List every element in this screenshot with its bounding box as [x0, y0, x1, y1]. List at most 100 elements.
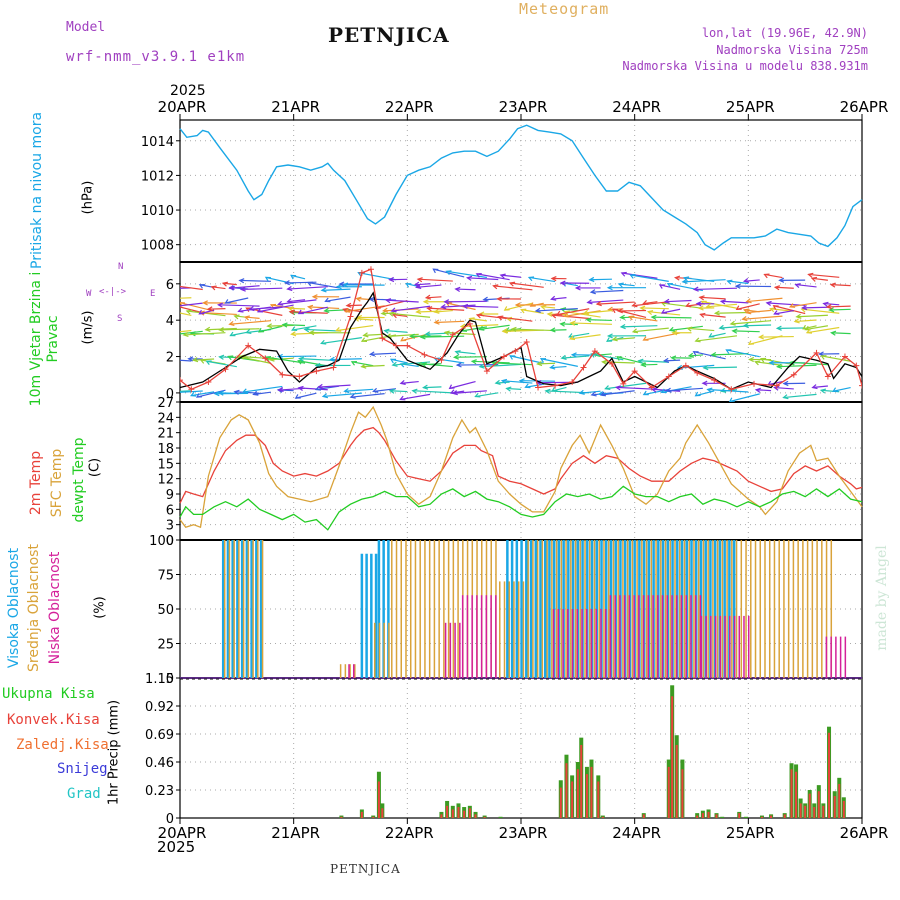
wind-arrow: [351, 361, 374, 367]
y-tick-label: 1008: [141, 239, 174, 254]
wind-arrow-head: [218, 354, 225, 360]
wind-arrow: [416, 284, 442, 288]
wind-arrow-head: [433, 308, 440, 314]
precip-conv-label: Konvek.Kisa: [7, 712, 100, 728]
precip-conv-bar: [760, 816, 763, 818]
wind-arrow-head: [692, 286, 699, 292]
wind-arrow: [616, 386, 658, 390]
wind-arrow-head: [772, 305, 779, 310]
precip-conv-bar: [738, 813, 741, 818]
precip-conv-bar: [822, 805, 825, 818]
wind-arrow-head: [344, 307, 351, 313]
wind-gust-marker: [853, 362, 860, 369]
wind-arrow-head: [205, 360, 212, 366]
wind-arrow: [721, 300, 749, 304]
wind-arrow-head: [549, 327, 556, 333]
wind-arrow-head: [227, 355, 234, 361]
wind-arrow: [528, 276, 556, 283]
wind-arrow: [298, 306, 328, 315]
wind-arrow-head: [616, 308, 624, 314]
wind-arrow: [541, 306, 556, 309]
wind-arrow-head: [773, 310, 780, 315]
wind-arrow-head: [290, 331, 297, 337]
wind-arrow: [401, 333, 431, 342]
precip-conv-bar: [842, 800, 845, 818]
wind-arrow-head: [559, 321, 566, 327]
wind-arrow-head: [264, 355, 272, 361]
wind-arrow-head: [173, 305, 178, 309]
precip-conv-bar: [715, 814, 718, 818]
wind-arrow-head: [660, 309, 668, 314]
wind-arrow-head: [778, 277, 785, 283]
wind-arrow-head: [514, 302, 521, 308]
wind-arrow-head: [782, 380, 789, 387]
wind-arrow-head: [160, 286, 164, 290]
precip-total-bar: [498, 816, 503, 818]
wind-arrow: [744, 279, 760, 282]
wind-arrow: [249, 306, 283, 310]
wind-arrow-head: [570, 352, 577, 358]
wind-arrow: [304, 328, 340, 332]
wind-compass-e: E: [150, 289, 156, 299]
wind-arrow: [316, 385, 340, 391]
precip-conv-bar: [795, 771, 798, 818]
wind-arrow: [811, 277, 828, 281]
wind-arrow: [693, 351, 726, 360]
wind-arrow-head: [497, 315, 504, 321]
wind-speed-line: [180, 291, 862, 391]
wind-arrow: [318, 384, 351, 388]
wind-arrow-head: [697, 305, 704, 311]
wind-arrow: [805, 325, 829, 331]
wind-arrow-head: [745, 309, 752, 315]
y-tick-label: 0.92: [145, 700, 174, 715]
wind-arrow-head: [454, 350, 461, 356]
wind-arrow-head: [433, 319, 440, 325]
wind-gust-marker: [466, 320, 473, 327]
wind-arrow: [703, 366, 737, 369]
wind-arrow-head: [536, 361, 543, 367]
precip-conv-bar: [799, 803, 802, 818]
wind-arrow-head: [391, 361, 398, 367]
wind-arrow: [239, 279, 271, 282]
wind-arrow-head: [582, 309, 590, 315]
wind-arrow-head: [224, 299, 231, 304]
wind-arrow: [241, 287, 283, 291]
precip-conv-bar: [696, 815, 699, 818]
wind-arrow-head: [807, 272, 814, 278]
wind-gust-marker: [449, 331, 456, 338]
wind-arrow: [812, 385, 828, 389]
wind-arrow-head: [668, 326, 675, 332]
wind-arrow-head: [382, 307, 389, 313]
wind-arrow: [774, 309, 794, 315]
wind-arrow: [479, 363, 522, 368]
wind-arrow: [510, 282, 544, 288]
wind-arrow-head: [666, 282, 673, 288]
wind-gust-marker: [841, 353, 848, 360]
wind-arrow: [386, 299, 419, 303]
wind-arrow: [591, 289, 624, 293]
wind-arrow-head: [829, 282, 836, 288]
temp-t2m-line: [179, 426, 863, 504]
wind-arrow: [390, 390, 408, 393]
wind-arrow: [206, 360, 237, 368]
wind-arrow-head: [287, 306, 294, 312]
wind-gust-marker: [631, 368, 638, 375]
wind-arrow-head: [154, 281, 159, 285]
precip-conv-bar: [468, 808, 471, 818]
wind-arrow-head: [729, 320, 736, 326]
wind-arrow-head: [611, 308, 619, 314]
wind-arrow-head: [559, 280, 566, 286]
wind-arrow-head: [294, 394, 301, 399]
wind-arrow: [764, 273, 783, 279]
y-tick-label: 27: [157, 396, 174, 411]
precip-conv-bar: [463, 810, 466, 818]
wind-arrow-head: [204, 326, 211, 332]
x-date-label-bottom: 26APR: [840, 824, 889, 842]
wind-arrow: [290, 311, 328, 314]
wind-arrow-head: [585, 317, 592, 323]
wind-arrow: [180, 302, 203, 307]
wind-arrow-head: [642, 336, 649, 341]
wind-arrow-head: [795, 313, 802, 319]
wind-arrow: [229, 320, 271, 325]
wind-arrow: [493, 285, 533, 291]
